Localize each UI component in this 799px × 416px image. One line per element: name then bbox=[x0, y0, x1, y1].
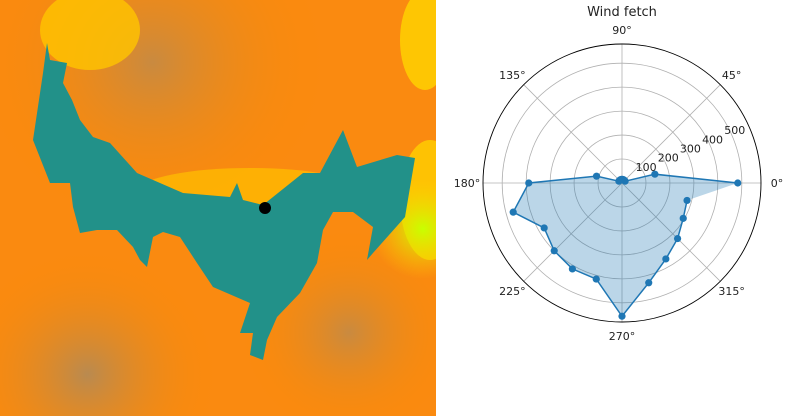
r-tick-label: 300 bbox=[680, 142, 701, 155]
data-point bbox=[618, 312, 626, 320]
data-point bbox=[673, 234, 682, 243]
chart-title: Wind fetch bbox=[587, 5, 657, 20]
data-point bbox=[540, 224, 548, 232]
data-point bbox=[645, 279, 653, 287]
theta-gridline bbox=[621, 84, 721, 184]
fetch-origin-marker bbox=[259, 202, 271, 214]
r-tick-label: 500 bbox=[724, 124, 745, 137]
data-point bbox=[734, 179, 742, 187]
data-point bbox=[592, 172, 601, 180]
data-point bbox=[679, 214, 687, 222]
theta-tick-label: 135° bbox=[499, 69, 526, 82]
theta-gridline bbox=[621, 182, 721, 282]
r-tick-label: 100 bbox=[636, 161, 657, 174]
theta-tick-label: 45° bbox=[722, 69, 742, 82]
r-tick-label: 400 bbox=[702, 133, 723, 146]
theta-tick-label: 225° bbox=[499, 285, 526, 298]
data-point bbox=[683, 196, 691, 205]
outer-frame bbox=[482, 43, 762, 323]
data-point bbox=[568, 265, 576, 273]
data-point bbox=[592, 275, 600, 283]
data-point bbox=[615, 177, 623, 185]
theta-tick-label: 0° bbox=[771, 177, 784, 190]
theta-gridline bbox=[523, 84, 623, 184]
theta-tick-label: 180° bbox=[454, 177, 481, 190]
theta-tick-label: 270° bbox=[609, 330, 636, 343]
theta-gridline bbox=[523, 182, 623, 282]
fetch-area bbox=[513, 174, 738, 317]
data-point bbox=[550, 247, 558, 255]
lake bbox=[33, 43, 415, 360]
theta-tick-label: 315° bbox=[718, 285, 745, 298]
terrain-map bbox=[0, 0, 436, 416]
data-point bbox=[525, 179, 533, 187]
r-tick-label: 200 bbox=[658, 152, 679, 165]
theta-tick-label: 90° bbox=[612, 24, 632, 37]
data-point bbox=[662, 255, 670, 263]
data-point bbox=[509, 208, 517, 216]
data-point bbox=[651, 170, 659, 178]
